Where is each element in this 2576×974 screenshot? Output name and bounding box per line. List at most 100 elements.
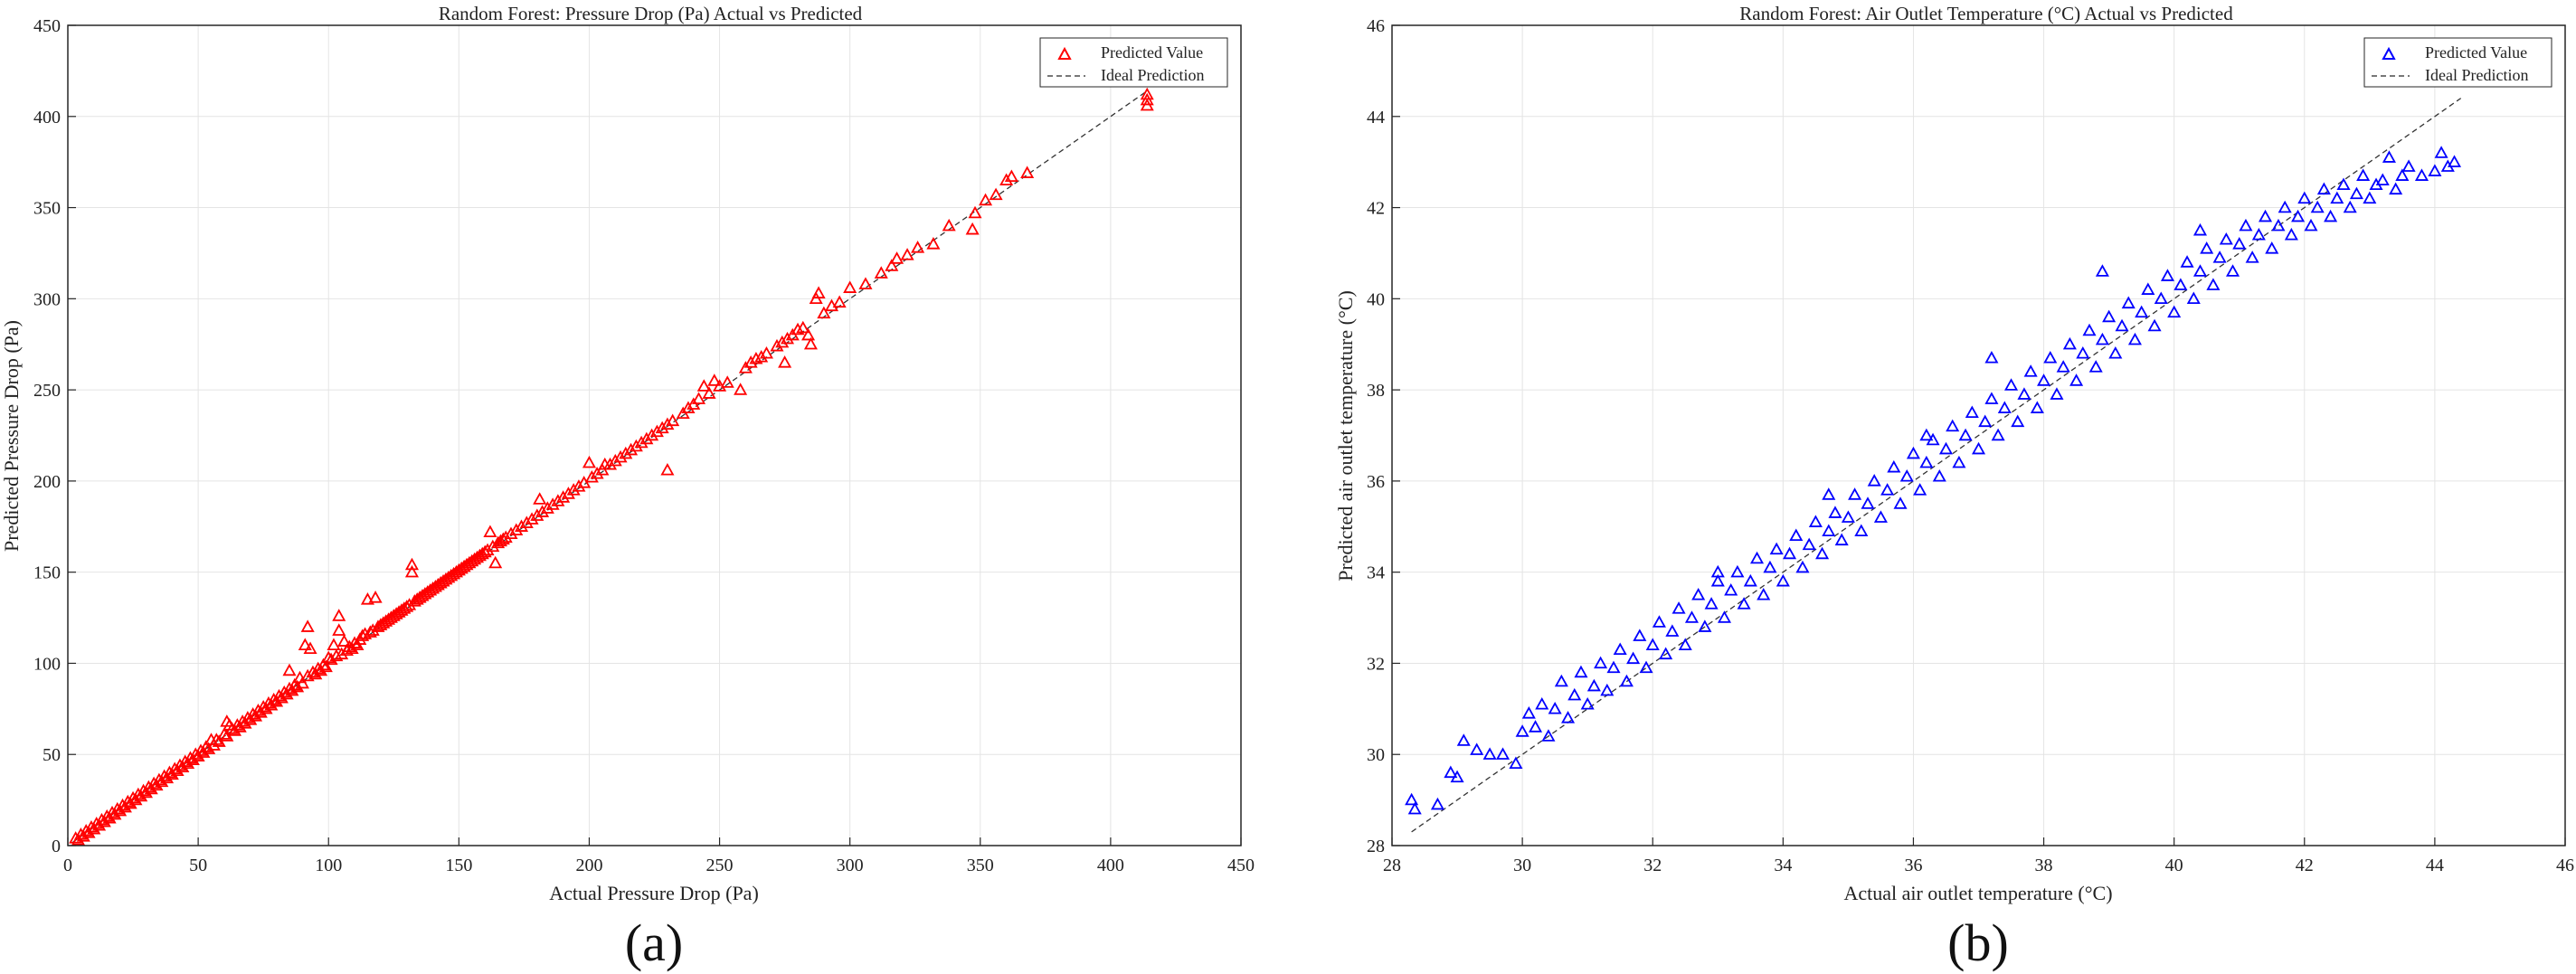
chart-b-point [2265,241,2279,254]
chart-b-point [2349,186,2363,200]
chart-b-point [2330,191,2344,204]
chart-a-point [404,564,419,578]
chart-a-point [475,546,489,560]
chart-a-point [173,758,187,771]
chart-b-point [1528,720,1543,733]
chart-a-point [858,277,873,289]
chart-a-point [311,661,326,675]
chart-b-point [2310,200,2325,213]
chart-a-title: Random Forest: Pressure Drop (Pa) Actual… [439,3,863,24]
chart-a-point [404,557,419,571]
chart-a-point [241,711,255,723]
chart-b-point [2088,360,2103,373]
chart-a-point [1140,87,1154,100]
chart-b-xtick-label: 36 [1904,856,1922,875]
chart-a-point [290,679,305,693]
chart-a-point [300,619,315,632]
chart-a-point [551,494,565,506]
chart-b-point [1580,696,1595,710]
chart-a-point [535,505,550,517]
chart-b-ytick-label: 38 [1367,381,1385,401]
chart-b-point [2434,146,2448,158]
chart-b-point [2259,209,2273,222]
chart-a-point [282,681,297,695]
chart-a-point [801,327,816,341]
chart-b-point [2147,318,2162,332]
chart-a-point [1020,165,1035,178]
chart-a-point [843,280,857,293]
chart-a-point [584,470,599,483]
chart-a-point [655,421,669,434]
chart-a-point [968,205,982,219]
chart-a-point [336,634,352,647]
chart-b-ideal-line [1411,98,2462,833]
chart-b-point [1600,683,1615,696]
chart-b: Random Forest: Air Outlet Temperature (°… [1334,3,2574,972]
chart-b-point [1586,678,1601,692]
chart-a-ytick-label: 100 [33,654,61,674]
chart-b-point [1405,792,1419,806]
chart-b-xlabel: Actual air outlet temperature (°C) [1843,882,2112,904]
chart-b-point [2200,241,2214,254]
chart-a-xtick-label: 250 [706,856,734,875]
chart-b-point [2278,200,2292,213]
chart-b-point [1958,428,1973,441]
chart-a-point [480,543,495,556]
chart-b-point [2245,251,2259,263]
chart-b-legend-predicted: Predicted Value [2425,43,2527,61]
chart-a-point [796,320,810,334]
chart-b-point [2141,282,2155,295]
chart-b-point [2167,305,2182,318]
chart-a-point [295,676,309,689]
chart-a-point [979,193,993,206]
chart-a-ytick-label: 300 [33,289,61,309]
chart-b-ytick-label: 32 [1367,654,1385,674]
chart-b-point [1470,742,1484,755]
chart-a-point [105,805,119,818]
chart-a-legend-box [1039,37,1228,88]
chart-a-point [720,375,734,388]
chart-b-point [1887,459,1901,473]
chart-b-point [2121,296,2136,309]
chart-a-point [306,665,320,678]
chart-b-point [2239,218,2253,232]
chart-b-point [2127,332,2142,345]
chart-b-point [2389,182,2403,195]
chart-b-point [1659,647,1673,660]
chart-b-point [2192,222,2208,236]
chart-b-point [2212,251,2227,263]
chart-a-axes-box [67,24,1242,846]
chart-a-point [613,449,628,463]
chart-b-point [1952,455,1966,468]
chart-b-point [1444,765,1458,779]
chart-b-point [2102,309,2117,323]
chart-a-point [300,668,315,682]
chart-b-point [2232,237,2247,250]
chart-a-point [770,338,784,352]
chart-a-point [629,439,643,452]
chart-a-point [911,241,925,253]
chart-b-point [1639,660,1653,674]
chart-a-point [267,692,281,705]
chart-a-point [178,754,193,767]
chart-a-point [199,740,213,752]
chart-b-point [2324,209,2338,222]
chart-a-point [251,703,265,716]
chart-b-point [1626,651,1641,665]
chart-a-point [397,601,412,614]
chart-b-point [1880,483,1895,496]
chart-a-ytick-label: 450 [33,16,61,36]
chart-b-point [1795,560,1810,573]
chart-a-point [152,772,166,786]
chart-b-point [2186,291,2201,305]
chart-a-point [261,695,276,709]
chart-b-point [2291,209,2306,222]
chart-b-point [2336,177,2351,191]
chart-b-point [2192,264,2208,277]
chart-b-point [1749,551,1765,564]
chart-b-point [1906,446,1920,459]
chart-a-point [162,765,176,779]
chart-b-point [1984,392,1999,404]
chart-b-point [1965,405,1979,419]
chart-b-point [2271,218,2286,232]
